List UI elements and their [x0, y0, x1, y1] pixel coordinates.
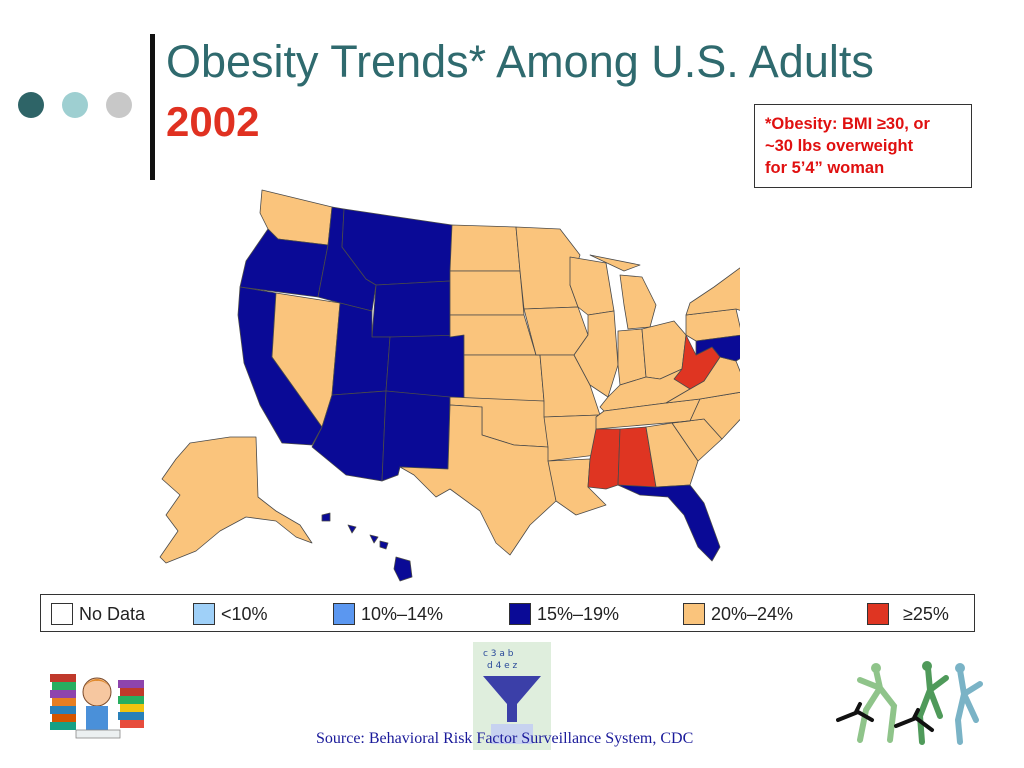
state-in — [617, 328, 647, 386]
legend-item-lt10: <10% — [193, 601, 268, 627]
slide-title: Obesity Trends* Among U.S. Adults — [166, 36, 874, 87]
legend-swatch-25-plus — [867, 603, 889, 625]
dot-gray — [106, 92, 132, 118]
legend-label-lt10: <10% — [221, 603, 268, 624]
legend-label-no-data: No Data — [79, 603, 146, 624]
decorative-dots — [16, 92, 136, 122]
legend-item-15-19: 15%–19% — [509, 601, 619, 627]
student-with-books-clipart — [50, 674, 144, 739]
dot-dark — [18, 92, 44, 118]
note-line-2: ~30 lbs overweight — [765, 137, 914, 155]
legend-label-10-14: 10%–14% — [361, 603, 444, 624]
legend-label-25-plus: ≥25% — [903, 603, 949, 624]
slide-year: 2002 — [166, 98, 260, 145]
state-sd — [449, 270, 525, 316]
state-ny — [685, 267, 740, 316]
state-co — [385, 334, 465, 400]
svg-text:c 3 a b: c 3 a b — [483, 649, 514, 659]
state-ks — [463, 354, 545, 402]
legend-swatch-10-14 — [333, 603, 355, 625]
data-funnel-clipart: c 3 a b d 4 e z — [473, 642, 551, 750]
legend-swatch-20-24 — [683, 603, 705, 625]
dot-light-teal — [62, 92, 88, 118]
source-citation: Source: Behavioral Risk Factor Surveilla… — [316, 730, 694, 747]
state-ar — [543, 414, 601, 462]
note-line-3: for 5’4” woman — [765, 159, 885, 177]
state-md — [695, 334, 740, 362]
state-hi — [321, 512, 413, 582]
legend-item-25-plus: ≥25% — [867, 601, 949, 627]
legend-item-no-data: No Data — [51, 601, 145, 627]
legend-label-15-19: 15%–19% — [537, 603, 620, 624]
obesity-definition-note: *Obesity: BMI ≥30, or ~30 lbs overweight… — [754, 104, 972, 188]
map-legend: No Data <10% 10%–14% 15%–19% 20%–24% ≥25… — [40, 594, 975, 632]
state-nd — [449, 224, 521, 272]
legend-swatch-lt10 — [193, 603, 215, 625]
state-tx — [399, 404, 557, 556]
state-wy — [371, 280, 451, 338]
legend-label-20-24: 20%–24% — [711, 603, 794, 624]
legend-swatch-15-19 — [509, 603, 531, 625]
note-line-1: *Obesity: BMI ≥30, or — [765, 115, 930, 133]
us-obesity-map — [159, 189, 740, 582]
svg-text:d 4 e z: d 4 e z — [487, 661, 518, 671]
state-fl — [617, 484, 721, 562]
title-divider — [150, 34, 155, 180]
legend-item-10-14: 10%–14% — [333, 601, 443, 627]
legend-item-20-24: 20%–24% — [683, 601, 793, 627]
dancers-clipart — [836, 661, 983, 745]
legend-swatch-no-data — [51, 603, 73, 625]
state-ga — [645, 422, 699, 488]
state-il — [573, 310, 619, 398]
state-ak — [159, 436, 313, 564]
